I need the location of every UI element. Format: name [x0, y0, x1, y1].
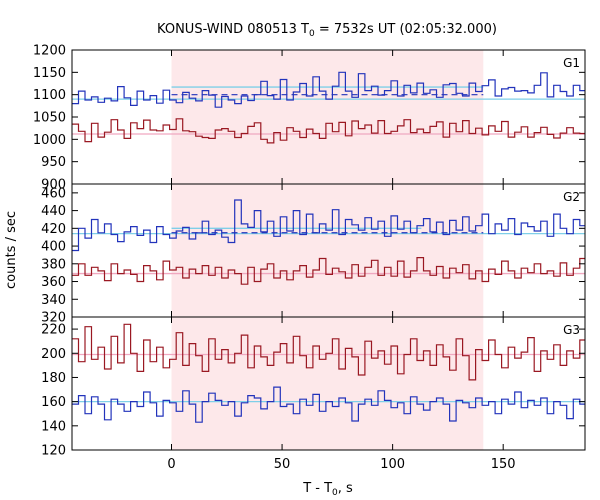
series-red-step-line	[72, 323, 585, 381]
y-tick-label: 340	[41, 293, 66, 308]
y-tick-label: 1200	[33, 44, 66, 59]
chart-title-rest: = 7532s UT (02:05:32.000)	[315, 22, 497, 37]
y-tick-label: 460	[41, 186, 66, 201]
panel-plot-area	[72, 71, 585, 144]
y-tick-label: 1050	[33, 111, 66, 126]
y-tick-label: 120	[41, 444, 66, 459]
y-tick-label: 1150	[33, 66, 66, 81]
y-tick-label: 420	[41, 222, 66, 237]
x-tick-label: 0	[167, 457, 175, 472]
y-tick-label: 160	[41, 395, 66, 410]
panel-g2: 320 340 360 380 400 420 440 460 G2	[41, 183, 586, 326]
series-blue-step-line	[72, 386, 585, 423]
panel-label: G2	[563, 190, 580, 204]
x-tick-label: 100	[380, 457, 405, 472]
panel-g3: 120 140 160 180 200 220 G3	[41, 316, 586, 459]
x-axis-label: T - T0, s	[302, 481, 353, 498]
series-red-step-line	[72, 257, 585, 285]
panel-label: G3	[563, 323, 580, 337]
y-tick-label: 220	[41, 323, 66, 338]
x-tick-label: 150	[491, 457, 516, 472]
highlight-interval	[171, 317, 484, 450]
series-red-step-line	[72, 118, 585, 144]
x-axis-label-rest: , s	[338, 481, 353, 496]
panel-plot-area	[72, 323, 585, 423]
chart-title: KONUS-WIND 080513 T0 = 7532s UT (02:05:3…	[157, 22, 497, 39]
y-tick-label: 200	[41, 347, 66, 362]
panel-frame	[71, 316, 586, 451]
panel-g1: 900 950 1000 1050 1100 1150 1200 G1	[33, 44, 586, 193]
y-tick-label: 320	[41, 311, 66, 326]
highlight-interval	[171, 50, 484, 184]
y-tick-label: 950	[41, 155, 66, 170]
y-tick-label: 1000	[33, 133, 66, 148]
x-axis-label-subscript: 0	[332, 488, 338, 498]
y-tick-label: 900	[41, 178, 66, 193]
y-tick-label: 380	[41, 257, 66, 272]
y-tick-label: 180	[41, 371, 66, 386]
y-tick-label: 440	[41, 204, 66, 219]
x-tick-label: 50	[274, 457, 291, 472]
y-tick-label: 400	[41, 240, 66, 255]
panel-plot-area	[72, 199, 585, 285]
chart-title-subscript: 0	[309, 29, 315, 39]
highlight-interval	[171, 184, 484, 317]
panel-label: G1	[563, 56, 580, 70]
y-tick-label: 1100	[33, 88, 66, 103]
series-blue-step-line	[72, 71, 585, 108]
panels: 90095010001050110011501200G1320340360380…	[33, 44, 586, 472]
y-tick-label: 140	[41, 419, 66, 434]
y-tick-label: 360	[41, 275, 66, 290]
y-axis-label: counts / sec	[4, 211, 19, 289]
series-blue-step-line	[72, 199, 585, 252]
